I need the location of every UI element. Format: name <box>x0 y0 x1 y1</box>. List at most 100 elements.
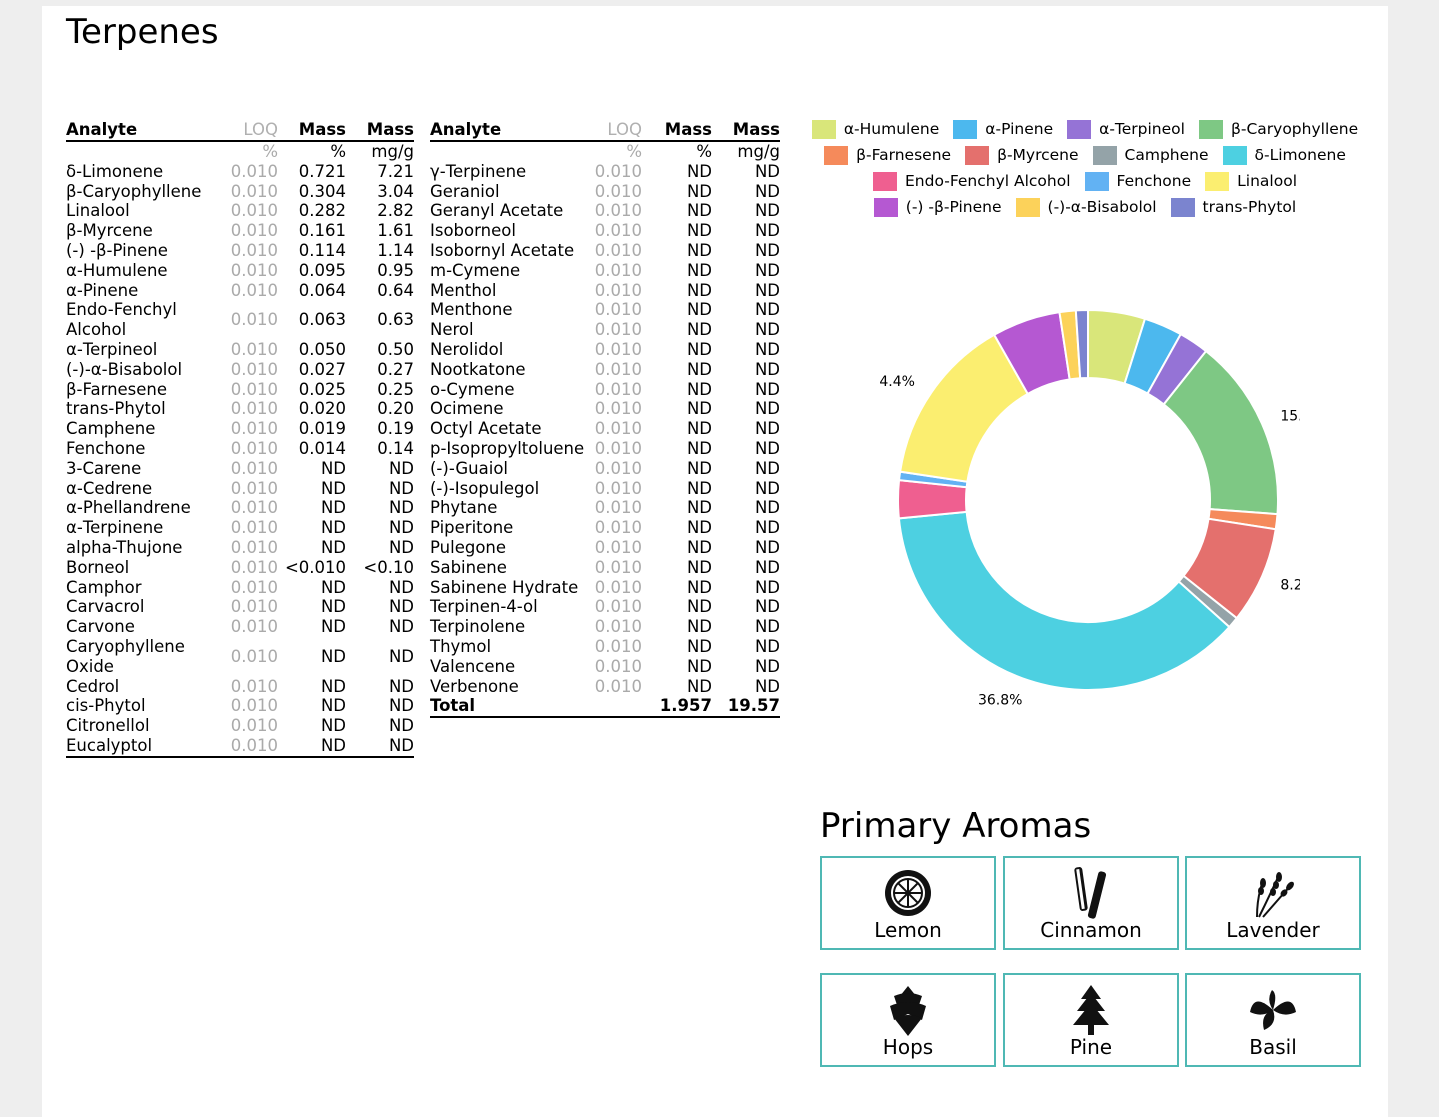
analyte-cell: Endo-Fenchyl Alcohol <box>66 300 177 340</box>
loq-cell: 0.010 <box>230 696 278 716</box>
units-row: %% mg/g <box>430 141 780 162</box>
mass-mgg-cell: ND <box>754 537 780 557</box>
analyte-cell: β-Caryophyllene <box>66 181 202 201</box>
legend-item: β-Farnesene <box>824 144 951 166</box>
legend-swatch <box>1084 171 1109 191</box>
mass-mgg-cell: ND <box>754 399 780 419</box>
legend-item: β-Myrcene <box>965 144 1079 166</box>
mass-pct-cell: ND <box>686 458 712 478</box>
mass-pct-cell: 0.721 <box>298 161 346 181</box>
table-row: 3-Carene 0.010 ND ND <box>66 459 414 479</box>
mass-pct-cell: ND <box>686 537 712 557</box>
analyte-cell: Sabinene Hydrate <box>430 577 579 597</box>
legend-label: α-Pinene <box>985 120 1054 138</box>
mass-mgg-cell: ND <box>388 458 414 478</box>
legend-label: Camphene <box>1124 146 1209 164</box>
mass-pct-cell: ND <box>686 201 712 221</box>
aroma-tile-hops: Hops <box>820 973 996 1067</box>
loq-cell: 0.010 <box>594 399 642 419</box>
mass-mgg-cell: ND <box>754 419 780 439</box>
mass-pct-cell: ND <box>686 617 712 637</box>
loq-cell: 0.010 <box>594 221 642 241</box>
analyte-cell: alpha-Thujone <box>66 537 183 557</box>
donut-slice <box>1074 308 1089 380</box>
legend-item: α-Terpineol <box>1067 118 1185 140</box>
table-row: Menthol 0.010 ND ND <box>430 281 780 301</box>
analyte-cell: α-Cedrene <box>66 478 153 498</box>
loq-cell: 0.010 <box>230 419 278 439</box>
analyte-cell: 3-Carene <box>66 458 142 478</box>
mass-pct-cell: ND <box>686 656 712 676</box>
mass-mgg-cell: ND <box>754 656 780 676</box>
total-label: Total <box>430 696 594 719</box>
mass-mgg-cell: ND <box>754 498 780 518</box>
loq-cell: 0.010 <box>230 617 278 637</box>
loq-cell: 0.010 <box>594 537 642 557</box>
aroma-tile-lavender: Lavender <box>1185 856 1361 950</box>
mass-pct-cell: ND <box>278 735 346 758</box>
table-row: o-Cymene 0.010 ND ND <box>430 380 780 400</box>
loq-cell: 0.010 <box>594 240 642 260</box>
table-row: (-) -β-Pinene 0.010 0.114 1.14 <box>66 241 414 261</box>
unit-mass-mgg: mg/g <box>737 142 780 161</box>
mass-mgg-cell: ND <box>754 221 780 241</box>
table-row: Isoborneol 0.010 ND ND <box>430 221 780 241</box>
table-row: Endo-Fenchyl Alcohol 0.010 0.063 0.63 <box>66 300 414 340</box>
analyte-cell: Menthone <box>430 300 513 320</box>
analyte-cell: Cedrol <box>66 676 120 696</box>
mass-mgg-cell: ND <box>388 617 414 637</box>
col-header-mass-pct: Mass <box>278 118 346 142</box>
mass-mgg-cell: ND <box>754 300 780 320</box>
mass-mgg-cell: 0.95 <box>377 260 414 280</box>
mass-mgg-cell: ND <box>388 498 414 518</box>
mass-pct-cell: ND <box>686 518 712 538</box>
mass-mgg-cell: ND <box>754 617 780 637</box>
loq-cell: 0.010 <box>594 181 642 201</box>
analyte-cell: Nerol <box>430 320 474 340</box>
legend-swatch <box>811 119 836 139</box>
mass-pct-cell: ND <box>686 320 712 340</box>
mass-pct-cell: 0.014 <box>298 438 346 458</box>
mass-mgg-cell: ND <box>754 379 780 399</box>
analyte-cell: α-Terpinene <box>66 518 164 538</box>
analyte-cell: Phytane <box>430 498 498 518</box>
legend-item: (-)-α-Bisabolol <box>1015 196 1157 218</box>
loq-cell: 0.010 <box>230 478 278 498</box>
table-row: Sabinene Hydrate 0.010 ND ND <box>430 578 780 598</box>
mass-mgg-cell: ND <box>388 696 414 716</box>
loq-cell: 0.010 <box>230 646 278 666</box>
mass-mgg-cell: ND <box>754 359 780 379</box>
table-row: Nerolidol 0.010 ND ND <box>430 340 780 360</box>
col-header-analyte: Analyte <box>430 118 594 142</box>
loq-cell: 0.010 <box>230 577 278 597</box>
loq-cell: 0.010 <box>230 280 278 300</box>
analyte-cell: cis-Phytol <box>66 696 146 716</box>
mass-mgg-cell: ND <box>754 478 780 498</box>
unit-loq: % <box>262 142 278 161</box>
col-header-loq: LOQ <box>594 118 642 142</box>
legend-label: Fenchone <box>1116 172 1192 190</box>
mass-pct-cell: ND <box>320 696 346 716</box>
mass-mgg-cell: ND <box>754 458 780 478</box>
mass-mgg-cell: ND <box>388 716 414 736</box>
loq-cell: 0.010 <box>230 240 278 260</box>
mass-pct-cell: ND <box>686 399 712 419</box>
table-row: Valencene 0.010 ND ND <box>430 657 780 677</box>
analyte-cell: trans-Phytol <box>66 399 166 419</box>
analyte-cell: Menthol <box>430 280 497 300</box>
legend-item: δ-Limonene <box>1222 144 1346 166</box>
total-row: Total 1.957 19.57 <box>430 696 780 719</box>
analyte-cell: Verbenone <box>430 676 519 696</box>
legend-item: α-Pinene <box>953 118 1053 140</box>
mass-mgg-cell: ND <box>754 676 780 696</box>
analyte-cell: Nerolidol <box>430 339 504 359</box>
mass-pct-cell: ND <box>686 438 712 458</box>
analyte-cell: Pulegone <box>430 537 507 557</box>
analyte-cell: Terpinolene <box>430 617 526 637</box>
legend-swatch <box>873 197 898 217</box>
mass-mgg-cell: 0.19 <box>377 419 414 439</box>
loq-cell: 0.010 <box>230 310 278 330</box>
aroma-label: Hops <box>882 1035 934 1059</box>
mass-pct-cell: ND <box>320 537 346 557</box>
loq-cell: 0.010 <box>230 359 278 379</box>
